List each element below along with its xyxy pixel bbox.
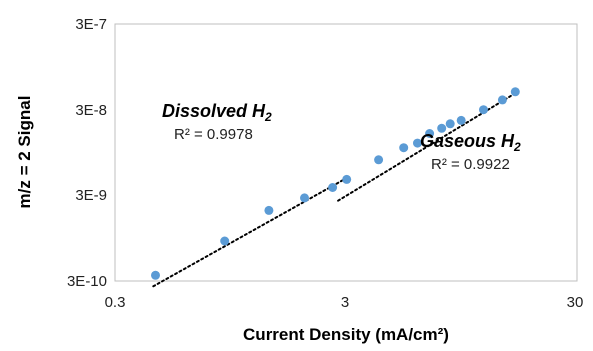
dissolved-h2-r2: R² = 0.9978 bbox=[174, 126, 253, 143]
gaseous-h2-r2: R² = 0.9922 bbox=[431, 156, 510, 173]
data-point bbox=[342, 174, 352, 184]
data-point bbox=[328, 183, 338, 192]
data-point bbox=[374, 155, 384, 165]
gaseous-h2-subscript: 2 bbox=[513, 140, 521, 154]
gaseous-h2-label: Gaseous H2 bbox=[420, 131, 521, 154]
y-axis-title: m/z = 2 Signal bbox=[15, 96, 34, 209]
plot-area bbox=[114, 23, 578, 282]
x-axis-title: Current Density (mA/cm²) bbox=[243, 325, 449, 344]
trendline-1 bbox=[152, 176, 350, 288]
x-tick-label: 0.3 bbox=[105, 294, 126, 311]
dissolved-h2-subscript: 2 bbox=[264, 110, 272, 124]
data-point bbox=[300, 193, 309, 203]
y-tick-label: 3E-8 bbox=[75, 102, 107, 119]
trendline-2 bbox=[337, 90, 520, 202]
data-point bbox=[479, 105, 488, 115]
dissolved-h2-label: Dissolved H2 bbox=[162, 101, 272, 124]
data-point bbox=[510, 87, 520, 97]
y-tick-label: 3E-9 bbox=[75, 187, 107, 204]
data-points bbox=[151, 87, 520, 280]
dissolved-h2-text: Dissolved H bbox=[162, 101, 266, 121]
data-point bbox=[456, 115, 466, 125]
x-tick-label: 30 bbox=[567, 294, 584, 311]
data-point bbox=[445, 119, 455, 129]
data-point bbox=[497, 95, 507, 105]
data-point bbox=[151, 270, 160, 280]
data-point bbox=[399, 143, 409, 153]
y-tick-label: 3E-10 bbox=[67, 273, 107, 290]
data-point bbox=[220, 236, 230, 246]
data-point bbox=[437, 123, 447, 133]
gaseous-h2-text: Gaseous H bbox=[420, 131, 515, 151]
trendlines bbox=[152, 90, 520, 288]
x-tick-label: 3 bbox=[341, 294, 349, 311]
data-point bbox=[413, 138, 422, 148]
data-point bbox=[264, 205, 274, 215]
y-tick-label: 3E-7 bbox=[75, 16, 107, 33]
data-point bbox=[425, 129, 435, 138]
